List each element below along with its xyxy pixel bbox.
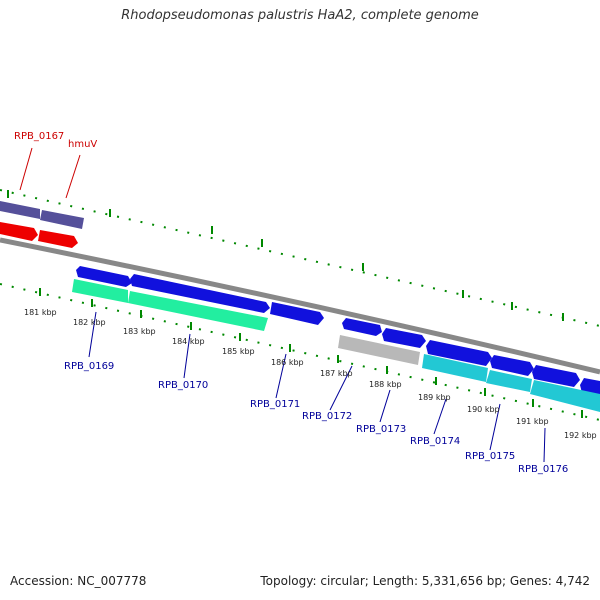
- kbp-label: 182 kbp: [73, 318, 106, 327]
- cds-rpb-0171[interactable]: [270, 302, 324, 325]
- kbp-label: 185 kbp: [222, 347, 255, 356]
- top-gene-track: [0, 201, 84, 229]
- top-cds-track: [0, 222, 78, 248]
- label-rpb-0172[interactable]: RPB_0172: [302, 411, 352, 422]
- kbp-label: 189 kbp: [418, 393, 451, 402]
- top-label-leaders: [19, 147, 81, 199]
- kbp-label: 191 kbp: [516, 417, 549, 426]
- label-rpb-0169[interactable]: RPB_0169: [64, 361, 114, 372]
- cds-rpb-0175[interactable]: [490, 355, 534, 376]
- label-rpb-0176[interactable]: RPB_0176: [518, 464, 568, 475]
- kbp-label: 187 kbp: [320, 369, 353, 378]
- kbp-label: 188 kbp: [369, 380, 402, 389]
- kbp-label: 183 kbp: [123, 327, 156, 336]
- genome-title: Rhodopseudomonas palustris HaA2, complet…: [121, 8, 479, 23]
- bottom-cds-track: [76, 266, 600, 398]
- label-hmuv[interactable]: hmuV: [68, 139, 97, 150]
- genome-backbone: [0, 237, 600, 375]
- gene-rpb-0172[interactable]: [338, 335, 420, 365]
- bottom-label-leaders: [88, 311, 546, 463]
- accession-label: Accession: NC_007778: [10, 574, 147, 588]
- top-labels: RPB_0167 hmuV: [14, 131, 97, 150]
- cds-rpb-0170[interactable]: [130, 274, 270, 313]
- cds-rpb-0174[interactable]: [426, 340, 492, 366]
- gene-rpb-0175[interactable]: [486, 370, 532, 392]
- kbp-labels: 181 kbp 182 kbp 183 kbp 184 kbp 185 kbp …: [24, 308, 597, 440]
- label-rpb-0174[interactable]: RPB_0174: [410, 436, 460, 447]
- kbp-label: 186 kbp: [271, 358, 304, 367]
- kbp-label: 181 kbp: [24, 308, 57, 317]
- major-ticks: [7, 190, 583, 418]
- kbp-label: 184 kbp: [172, 337, 205, 346]
- gene-rpb-0169[interactable]: [72, 279, 128, 303]
- gene-rpb-0176[interactable]: [530, 380, 600, 412]
- cds-hmuv[interactable]: [38, 230, 78, 248]
- gene-hmuv[interactable]: [40, 210, 84, 229]
- label-rpb-0173[interactable]: RPB_0173: [356, 424, 406, 435]
- bottom-gene-track: [72, 279, 600, 412]
- cds-rpb-0176[interactable]: [532, 365, 580, 387]
- label-rpb-0171[interactable]: RPB_0171: [250, 399, 300, 410]
- cds-rpb-0169[interactable]: [76, 266, 132, 287]
- cds-rpb-0173[interactable]: [382, 328, 426, 348]
- kbp-label: 192 kbp: [564, 431, 597, 440]
- genome-info-label: Topology: circular; Length: 5,331,656 bp…: [260, 574, 590, 588]
- label-rpb-0167[interactable]: RPB_0167: [14, 131, 64, 142]
- label-rpb-0170[interactable]: RPB_0170: [158, 380, 208, 391]
- cds-rpb-0167[interactable]: [0, 222, 38, 241]
- gene-rpb-0170[interactable]: [128, 291, 268, 331]
- cds-rpb-0172[interactable]: [342, 318, 382, 336]
- gene-rpb-0167[interactable]: [0, 201, 40, 219]
- kbp-label: 190 kbp: [467, 405, 500, 414]
- label-rpb-0175[interactable]: RPB_0175: [465, 451, 515, 462]
- gene-rpb-0173-0174[interactable]: [422, 354, 488, 382]
- bottom-labels: RPB_0169 RPB_0170 RPB_0171 RPB_0172 RPB_…: [64, 361, 568, 475]
